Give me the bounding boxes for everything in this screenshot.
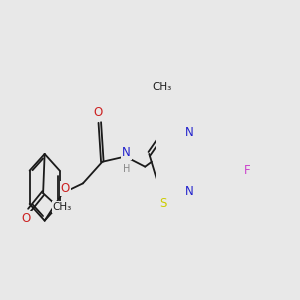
Text: CH₃: CH₃ [152, 82, 171, 92]
Text: F: F [244, 164, 250, 177]
Text: N: N [122, 146, 131, 159]
Text: N: N [185, 185, 194, 198]
Text: O: O [94, 106, 103, 119]
Text: O: O [60, 182, 70, 195]
Text: H: H [123, 164, 130, 174]
Text: S: S [159, 196, 167, 209]
Text: O: O [22, 212, 31, 225]
Text: N: N [185, 126, 194, 139]
Text: CH₃: CH₃ [52, 202, 72, 212]
